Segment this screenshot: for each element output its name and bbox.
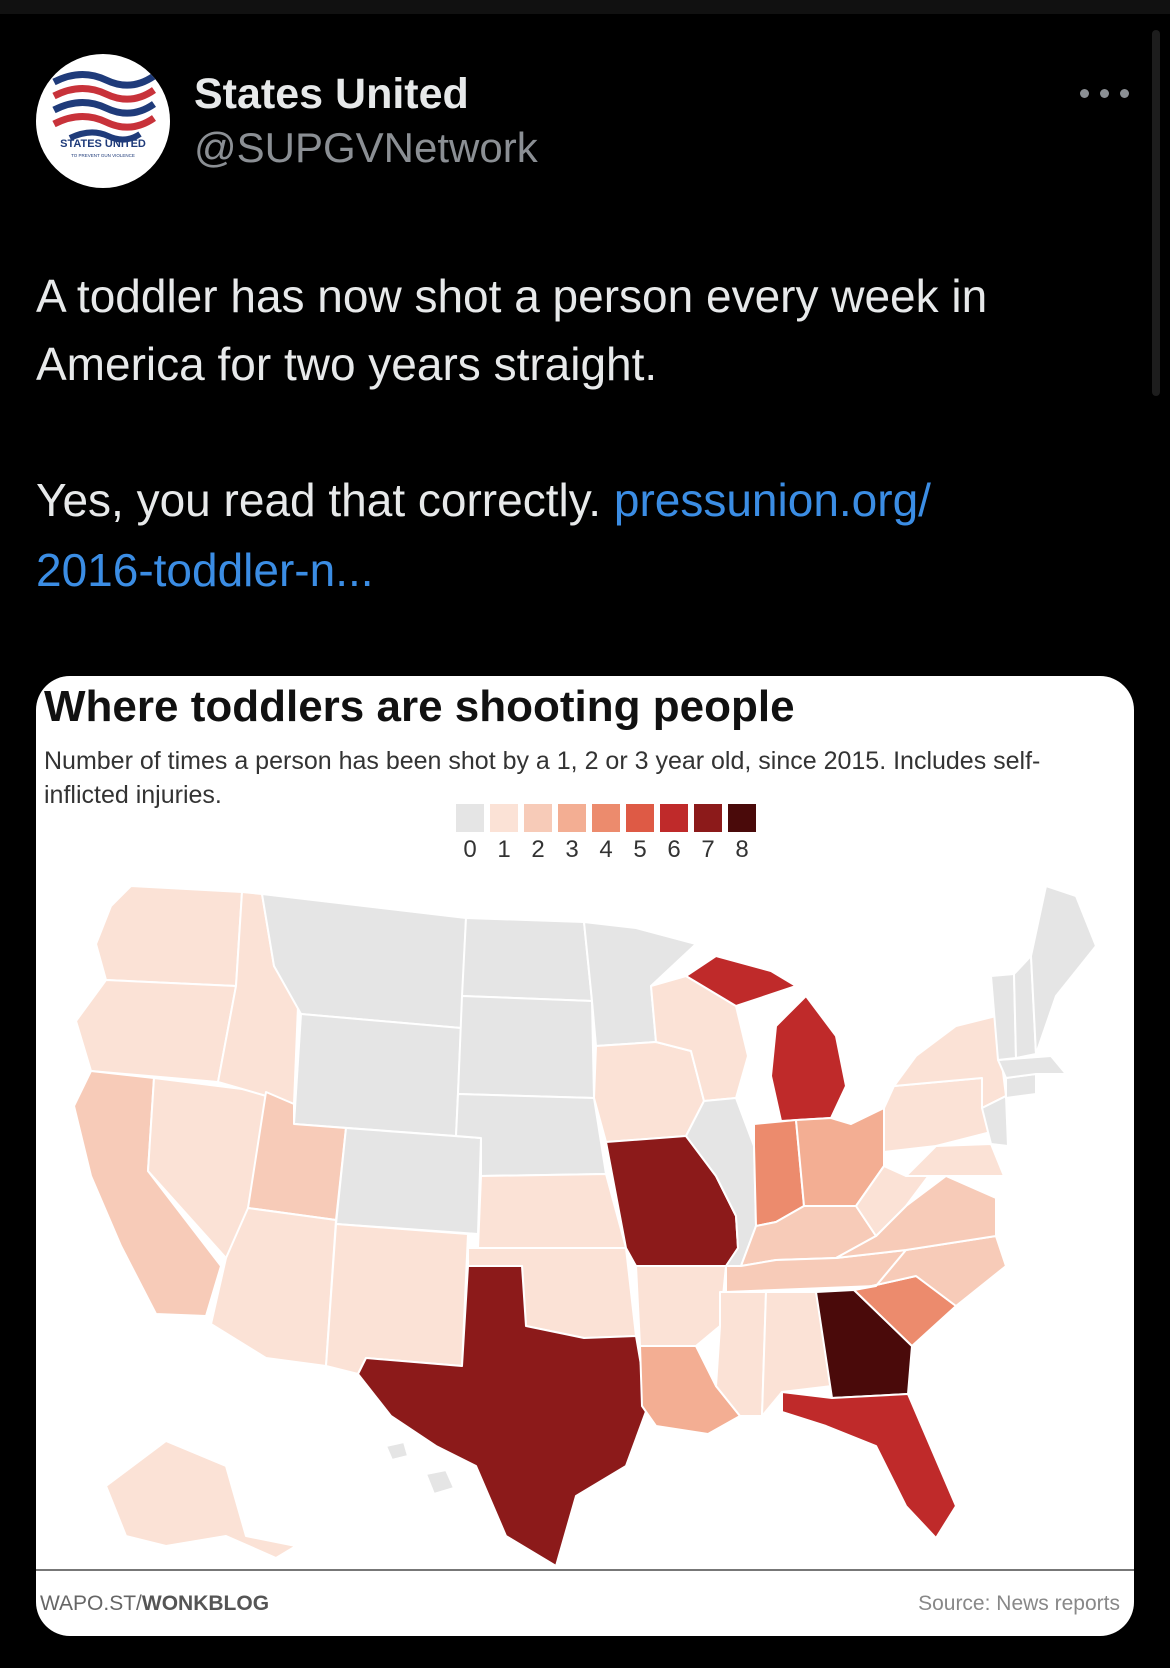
state-CO bbox=[335, 1127, 482, 1235]
tweet-text-line: Yes, you read that correctly. pressunion… bbox=[36, 466, 931, 534]
logo-wordmark: STATES UNITED bbox=[60, 138, 146, 150]
tweet-link-continued[interactable]: 2016-toddler-n... bbox=[36, 544, 374, 596]
legend-label-1: 1 bbox=[497, 836, 511, 863]
state-MA bbox=[997, 1055, 1067, 1079]
legend-label-7: 7 bbox=[701, 836, 715, 863]
states-united-logo-icon: STATES UNITED TO PREVENT GUN VIOLENCE bbox=[52, 71, 156, 158]
state-NJ bbox=[981, 1095, 1009, 1147]
legend-swatch-6 bbox=[660, 804, 688, 832]
legend-swatch-7 bbox=[694, 804, 722, 832]
state-AR bbox=[635, 1265, 727, 1347]
legend-label-6: 6 bbox=[667, 836, 681, 863]
state-WA bbox=[95, 885, 243, 987]
legend-swatch-0 bbox=[456, 804, 484, 832]
legend-label-0: 0 bbox=[463, 836, 477, 863]
media-card[interactable]: Where toddlers are shooting people Numbe… bbox=[36, 676, 1134, 1636]
chart-subtitle: Number of times a person has been shot b… bbox=[44, 747, 1041, 809]
tweet-text-line: America for two years straight. bbox=[36, 338, 658, 390]
state-AL bbox=[761, 1291, 833, 1417]
legend-label-4: 4 bbox=[599, 836, 613, 863]
state-SD bbox=[457, 995, 595, 1099]
legend-label-8: 8 bbox=[735, 836, 749, 863]
footer-divider bbox=[36, 1569, 1134, 1571]
scrollbar[interactable] bbox=[1152, 30, 1160, 396]
us-choropleth-map bbox=[73, 885, 1097, 1566]
top-edge-bar bbox=[0, 0, 1170, 14]
state-WY bbox=[293, 1013, 462, 1137]
state-IA bbox=[593, 1041, 705, 1143]
state-LA bbox=[639, 1345, 741, 1435]
state-OR bbox=[75, 979, 237, 1083]
logo-tagline: TO PREVENT GUN VIOLENCE bbox=[71, 153, 135, 158]
state-PA bbox=[883, 1077, 992, 1153]
tweet-text: Yes, you read that correctly. bbox=[36, 474, 602, 526]
tweet-text-line: A toddler has now shot a person every we… bbox=[36, 270, 988, 322]
footer-source: Source: News reports bbox=[918, 1592, 1120, 1615]
state-AK bbox=[105, 1440, 297, 1559]
legend-label-3: 3 bbox=[565, 836, 579, 863]
state-KS bbox=[477, 1173, 627, 1249]
legend-label-5: 5 bbox=[633, 836, 647, 863]
state-ND bbox=[461, 917, 593, 1002]
state-ME bbox=[1030, 885, 1097, 1055]
state-MD bbox=[905, 1143, 1005, 1177]
chart-title: Where toddlers are shooting people bbox=[44, 682, 795, 731]
author-handle[interactable]: @SUPGVNetwork bbox=[194, 124, 538, 171]
legend-swatch-5 bbox=[626, 804, 654, 832]
state-HI bbox=[385, 1441, 455, 1495]
state-NM bbox=[325, 1223, 469, 1375]
tweet-link[interactable]: pressunion.org/ bbox=[613, 474, 931, 526]
legend-label-2: 2 bbox=[531, 836, 545, 863]
state-GA bbox=[815, 1289, 913, 1399]
state-FL bbox=[781, 1391, 957, 1539]
author-name[interactable]: States United bbox=[194, 70, 469, 118]
state-TX bbox=[357, 1265, 649, 1566]
legend-swatch-3 bbox=[558, 804, 586, 832]
legend-swatch-4 bbox=[592, 804, 620, 832]
more-options-icon[interactable] bbox=[1080, 80, 1132, 106]
legend-swatch-2 bbox=[524, 804, 552, 832]
legend-swatch-8 bbox=[728, 804, 756, 832]
avatar[interactable]: STATES UNITED TO PREVENT GUN VIOLENCE bbox=[36, 54, 170, 188]
state-MI bbox=[685, 955, 847, 1122]
footer-credit: WAPO.ST/WONKBLOG bbox=[40, 1592, 270, 1615]
legend-swatch-1 bbox=[490, 804, 518, 832]
